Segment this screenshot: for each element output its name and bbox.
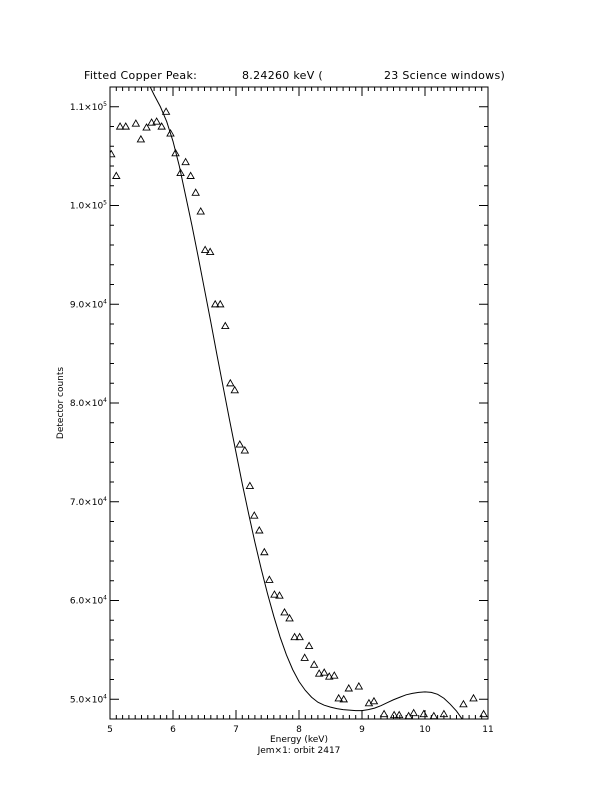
axis-ticks	[109, 86, 489, 720]
plot-frame	[109, 86, 489, 720]
data-point	[369, 696, 379, 705]
data-point	[270, 590, 279, 598]
data-point	[161, 107, 171, 115]
data-point	[191, 188, 200, 196]
data-point	[265, 575, 274, 583]
data-point	[324, 672, 334, 680]
data-point	[131, 119, 141, 127]
x-tick-label: 10	[419, 725, 431, 735]
chart-title: Fitted Copper Peak: 8.24260 keV ( 23 Sci…	[84, 69, 505, 82]
data-point	[112, 171, 121, 179]
data-point	[439, 709, 449, 718]
data-point	[235, 440, 245, 448]
data-point	[136, 134, 146, 143]
data-point	[339, 694, 349, 703]
data-point	[280, 607, 289, 616]
fit-curve	[149, 87, 463, 719]
data-point	[230, 385, 240, 394]
x-tick-label: 9	[359, 725, 365, 735]
data-point	[314, 669, 324, 677]
data-point	[419, 709, 429, 718]
data-point	[181, 157, 190, 166]
data-point	[379, 709, 389, 718]
y-tick-labels: 5.0×104 6.0×104 7.0×104 8.0×104 9.0×104 1.0×1…	[70, 101, 107, 706]
data-point	[469, 693, 478, 702]
data-point	[245, 481, 255, 490]
y-tick-label: 1.0×105	[70, 200, 107, 212]
data-point	[121, 122, 131, 130]
data-point	[459, 699, 468, 708]
data-point	[300, 653, 309, 661]
data-point	[304, 641, 314, 649]
data-point	[260, 547, 269, 556]
data-point	[479, 709, 488, 718]
data-point	[210, 299, 220, 308]
x-axis-label: Energy (keV)	[270, 735, 328, 745]
data-point	[186, 171, 195, 179]
chart-subtitle: Jem×1: orbit 2417	[257, 746, 341, 756]
data-point	[166, 129, 175, 137]
data-point	[334, 693, 343, 702]
data-point	[226, 378, 235, 387]
x-tick-label: 5	[107, 725, 113, 735]
data-point	[285, 613, 294, 622]
data-point	[110, 149, 116, 158]
data-points	[110, 107, 488, 719]
data-point	[240, 445, 250, 454]
title-label: Fitted Copper Peak:	[84, 69, 197, 82]
data-point	[309, 660, 319, 668]
data-point	[290, 632, 299, 641]
data-point	[196, 207, 205, 215]
data-point	[221, 321, 230, 330]
x-tick-label: 11	[482, 725, 493, 735]
data-point	[142, 123, 151, 131]
x-tick-label: 8	[296, 725, 302, 735]
data-point	[394, 710, 404, 719]
data-point	[115, 122, 125, 130]
y-tick-label: 9.0×104	[70, 298, 107, 310]
data-point	[147, 118, 156, 126]
data-point	[389, 710, 399, 719]
data-point	[249, 511, 259, 519]
y-tick-label: 6.0×104	[70, 595, 107, 607]
data-point	[152, 117, 161, 125]
x-tick-labels: 5 6 7 8 9 10 11	[107, 725, 494, 735]
y-tick-label: 7.0×104	[70, 496, 107, 508]
title-windows: 23 Science windows)	[384, 69, 505, 82]
data-point	[255, 525, 264, 534]
y-tick-label: 8.0×104	[70, 397, 107, 409]
data-point	[354, 682, 364, 690]
data-point	[344, 683, 354, 692]
data-point	[429, 711, 439, 719]
data-point	[275, 591, 284, 599]
y-axis-label: Detector counts	[56, 367, 66, 439]
data-point	[215, 299, 225, 308]
data-point	[330, 671, 339, 679]
x-tick-label: 7	[233, 725, 239, 735]
data-point	[200, 245, 210, 254]
title-energy: 8.24260 keV (	[242, 69, 323, 82]
y-tick-label: 5.0×104	[70, 693, 107, 705]
data-point	[157, 122, 166, 130]
data-point	[295, 632, 304, 641]
data-point	[171, 148, 180, 157]
data-point	[409, 708, 418, 717]
data-point	[319, 668, 329, 676]
data-point	[205, 247, 215, 255]
x-tick-label: 6	[170, 725, 176, 735]
data-point	[176, 168, 185, 176]
y-tick-label: 1.1×105	[70, 101, 107, 113]
